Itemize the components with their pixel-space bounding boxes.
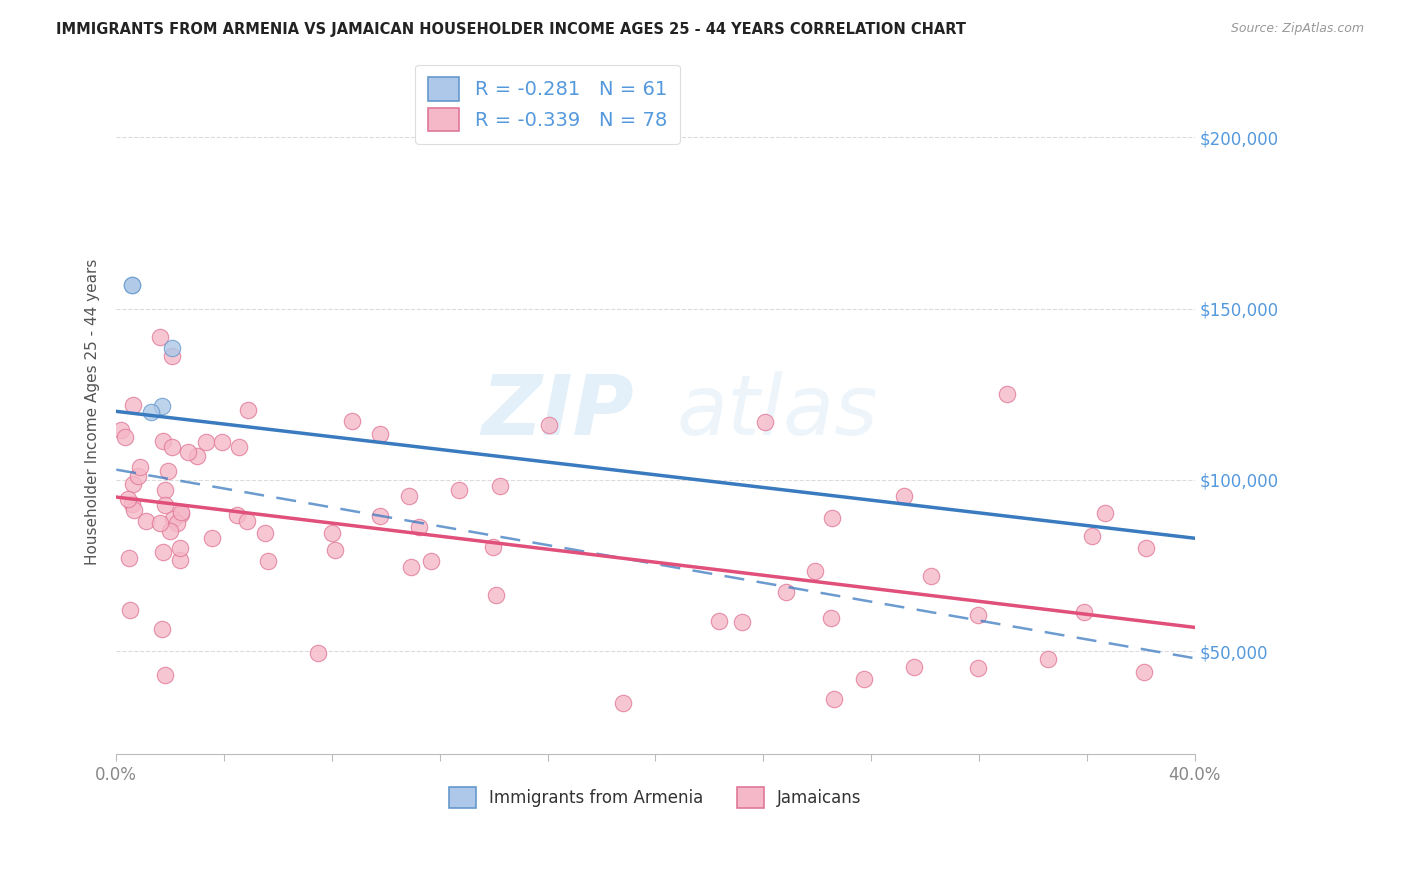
Point bbox=[157, 464, 180, 478]
Point bbox=[135, 515, 157, 529]
Point bbox=[110, 424, 132, 438]
Point bbox=[321, 526, 343, 541]
Point bbox=[398, 489, 420, 503]
Point bbox=[967, 661, 990, 675]
Legend: Immigrants from Armenia, Jamaicans: Immigrants from Armenia, Jamaicans bbox=[443, 780, 868, 814]
Point bbox=[1036, 652, 1059, 666]
Point bbox=[159, 524, 181, 539]
Point bbox=[707, 615, 730, 629]
Point bbox=[121, 497, 143, 511]
Point bbox=[139, 405, 162, 419]
Point bbox=[155, 498, 177, 512]
Point bbox=[211, 435, 233, 450]
Point bbox=[257, 554, 280, 568]
Point bbox=[920, 569, 942, 583]
Y-axis label: Householder Income Ages 25 - 44 years: Householder Income Ages 25 - 44 years bbox=[86, 258, 100, 565]
Point bbox=[995, 387, 1018, 401]
Point bbox=[803, 565, 825, 579]
Point bbox=[342, 415, 364, 429]
Point bbox=[226, 508, 249, 522]
Point bbox=[408, 520, 430, 534]
Text: ZIP: ZIP bbox=[481, 371, 634, 452]
Point bbox=[730, 615, 752, 629]
Point bbox=[368, 426, 391, 441]
Point bbox=[162, 512, 184, 526]
Point bbox=[236, 514, 259, 528]
Point bbox=[1133, 665, 1156, 680]
Point bbox=[893, 490, 915, 504]
Point bbox=[903, 660, 925, 674]
Point bbox=[127, 468, 149, 483]
Point bbox=[152, 545, 174, 559]
Point bbox=[228, 440, 250, 454]
Text: atlas: atlas bbox=[676, 371, 879, 452]
Point bbox=[236, 402, 259, 417]
Point bbox=[122, 398, 145, 412]
Point bbox=[449, 483, 471, 497]
Point bbox=[186, 449, 208, 463]
Point bbox=[166, 516, 188, 531]
Point bbox=[152, 399, 174, 413]
Point bbox=[169, 552, 191, 566]
Point bbox=[368, 508, 391, 523]
Point bbox=[169, 541, 191, 555]
Point bbox=[121, 277, 143, 292]
Point bbox=[117, 492, 139, 507]
Point bbox=[821, 511, 844, 525]
Point bbox=[254, 526, 277, 541]
Point bbox=[150, 622, 173, 636]
Point bbox=[149, 516, 172, 530]
Point bbox=[820, 611, 842, 625]
Point bbox=[775, 584, 797, 599]
Point bbox=[485, 588, 508, 602]
Point bbox=[1094, 506, 1116, 520]
Point bbox=[170, 507, 193, 521]
Point bbox=[853, 672, 876, 686]
Point bbox=[152, 434, 174, 448]
Point bbox=[122, 503, 145, 517]
Point bbox=[399, 560, 422, 574]
Point bbox=[823, 691, 845, 706]
Point bbox=[482, 541, 505, 555]
Point bbox=[1080, 529, 1102, 543]
Text: IMMIGRANTS FROM ARMENIA VS JAMAICAN HOUSEHOLDER INCOME AGES 25 - 44 YEARS CORREL: IMMIGRANTS FROM ARMENIA VS JAMAICAN HOUS… bbox=[56, 22, 966, 37]
Point bbox=[420, 554, 443, 568]
Point bbox=[170, 505, 193, 519]
Point bbox=[128, 460, 150, 475]
Point bbox=[537, 418, 560, 433]
Point bbox=[121, 277, 143, 292]
Point bbox=[201, 531, 224, 545]
Point bbox=[160, 349, 183, 363]
Point bbox=[153, 483, 176, 497]
Point bbox=[121, 477, 143, 491]
Text: Source: ZipAtlas.com: Source: ZipAtlas.com bbox=[1230, 22, 1364, 36]
Point bbox=[114, 430, 136, 444]
Point bbox=[160, 440, 183, 454]
Point bbox=[195, 434, 218, 449]
Point bbox=[149, 329, 172, 343]
Point bbox=[754, 415, 776, 429]
Point bbox=[967, 608, 990, 623]
Point bbox=[120, 603, 142, 617]
Point bbox=[177, 445, 200, 459]
Point bbox=[1135, 541, 1157, 555]
Point bbox=[118, 550, 141, 565]
Point bbox=[162, 341, 184, 355]
Point bbox=[307, 646, 329, 660]
Point bbox=[489, 478, 512, 492]
Point bbox=[1073, 605, 1095, 619]
Point bbox=[612, 696, 634, 710]
Point bbox=[153, 667, 176, 681]
Point bbox=[323, 543, 346, 558]
